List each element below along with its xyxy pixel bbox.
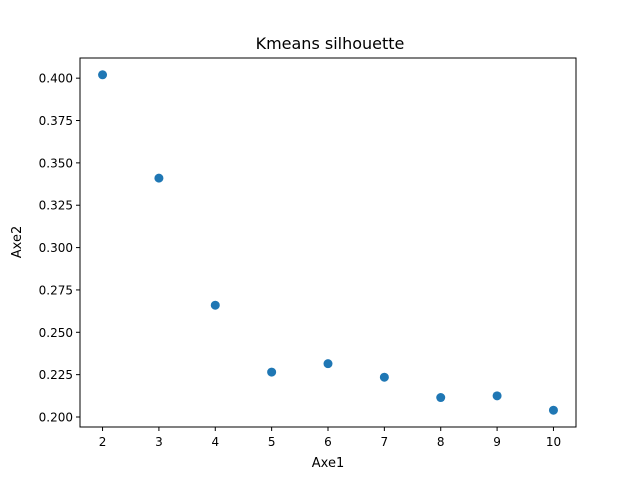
data-point: [323, 359, 333, 369]
x-tick-label: 9: [493, 435, 501, 449]
data-point: [548, 405, 558, 415]
data-point: [436, 393, 446, 403]
x-axis-label: Axe1: [312, 456, 344, 471]
plot-area: [98, 70, 558, 415]
x-tick-label: 4: [211, 435, 219, 449]
data-point: [379, 372, 389, 382]
chart-title: Kmeans silhouette: [256, 34, 405, 53]
data-point: [492, 391, 502, 401]
y-tick-label: 0.350: [39, 156, 73, 170]
y-axis: 0.200 0.225 0.250 0.275 0.300 0.325 0.350 0.375…: [39, 72, 80, 425]
data-point: [154, 173, 164, 183]
y-tick-label: 0.325: [39, 199, 73, 213]
y-tick-label: 0.375: [39, 114, 73, 128]
x-tick-label: 6: [324, 435, 332, 449]
x-tick-label: 10: [546, 435, 561, 449]
x-tick-label: 2: [99, 435, 107, 449]
x-tick-label: 7: [381, 435, 389, 449]
data-point: [267, 367, 277, 377]
x-axis: 2 3 4 5 6 7 8 9 10: [99, 427, 561, 449]
y-tick-label: 0.250: [39, 326, 73, 340]
data-point: [98, 70, 108, 80]
y-tick-label: 0.225: [39, 368, 73, 382]
y-tick-label: 0.275: [39, 283, 73, 297]
x-tick-label: 3: [155, 435, 163, 449]
axes-frame: [79, 57, 577, 428]
y-tick-label: 0.400: [39, 72, 73, 86]
y-axis-label: Axe2: [10, 226, 25, 258]
x-tick-label: 5: [268, 435, 276, 449]
x-tick-label: 8: [437, 435, 445, 449]
y-tick-label: 0.200: [39, 411, 73, 425]
y-tick-label: 0.300: [39, 241, 73, 255]
data-point: [210, 300, 220, 310]
